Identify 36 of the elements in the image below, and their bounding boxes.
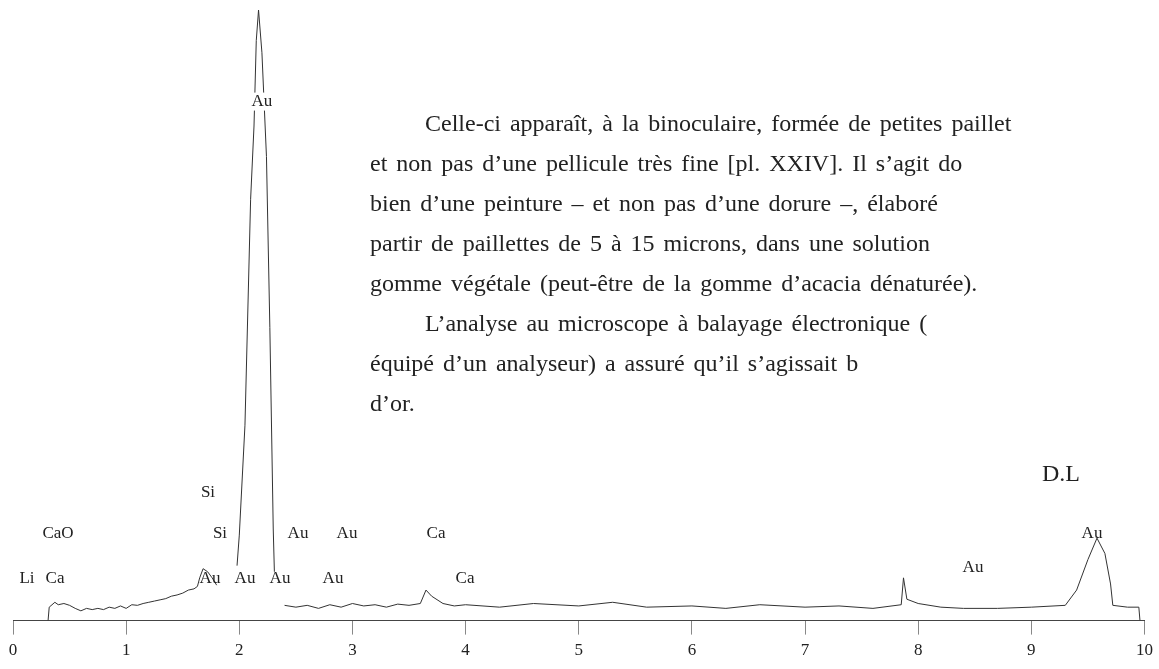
annotation: L’analyse au microscope à balayage électronique (: [424, 309, 929, 338]
x-tick-label: 7: [800, 640, 810, 660]
annotation: Si: [212, 523, 228, 543]
annotation: d’or.: [370, 389, 416, 418]
x-tick-label: 4: [461, 640, 471, 660]
annotation: Si: [200, 482, 216, 502]
annotation: Ca: [455, 568, 475, 588]
annotation: gomme végétale (peut-être de la gomme d’acacia dénaturée).: [370, 269, 979, 298]
annotation: Ca: [45, 568, 65, 588]
annotation: Au: [269, 568, 291, 588]
x-tick-label: 5: [574, 640, 583, 660]
annotation: Au: [962, 557, 984, 577]
annotation: Au: [199, 568, 221, 588]
x-tick-label: 10: [1136, 640, 1153, 660]
annotation: Au: [234, 568, 256, 588]
annotation: Au: [1081, 523, 1103, 543]
x-tick-label: 1: [121, 640, 131, 660]
annotation: Au: [322, 568, 344, 588]
x-tick-label: 8: [913, 640, 923, 660]
annotation: Au: [287, 523, 309, 543]
annotation: Au: [336, 523, 358, 543]
x-tick-label: 6: [687, 640, 697, 660]
annotation: équipé d’un analyseur) a assuré qu’il s’agissait b: [370, 349, 860, 378]
annotation: Celle-ci apparaît, à la binoculaire, formée de petites paillet: [424, 109, 1013, 138]
x-tick-label: 3: [348, 640, 357, 660]
annotation: D.L: [1041, 459, 1081, 488]
annotation: Li: [19, 568, 35, 588]
x-tick-label: 9: [1027, 640, 1036, 660]
x-tick-label: 0: [8, 640, 18, 660]
annotation: bien d’une peinture – et non pas d’une dorure –, élaboré: [370, 189, 939, 218]
annotation: CaO: [42, 523, 74, 543]
annotation: et non pas d’une pellicule très fine [pl. XXIV]. Il s’agit do: [370, 149, 964, 178]
annotation: Ca: [426, 523, 446, 543]
annotation: Au: [251, 91, 273, 111]
annotation: partir de paillettes de 5 à 15 microns, dans une solution: [370, 229, 931, 258]
x-tick-label: 2: [235, 640, 244, 660]
